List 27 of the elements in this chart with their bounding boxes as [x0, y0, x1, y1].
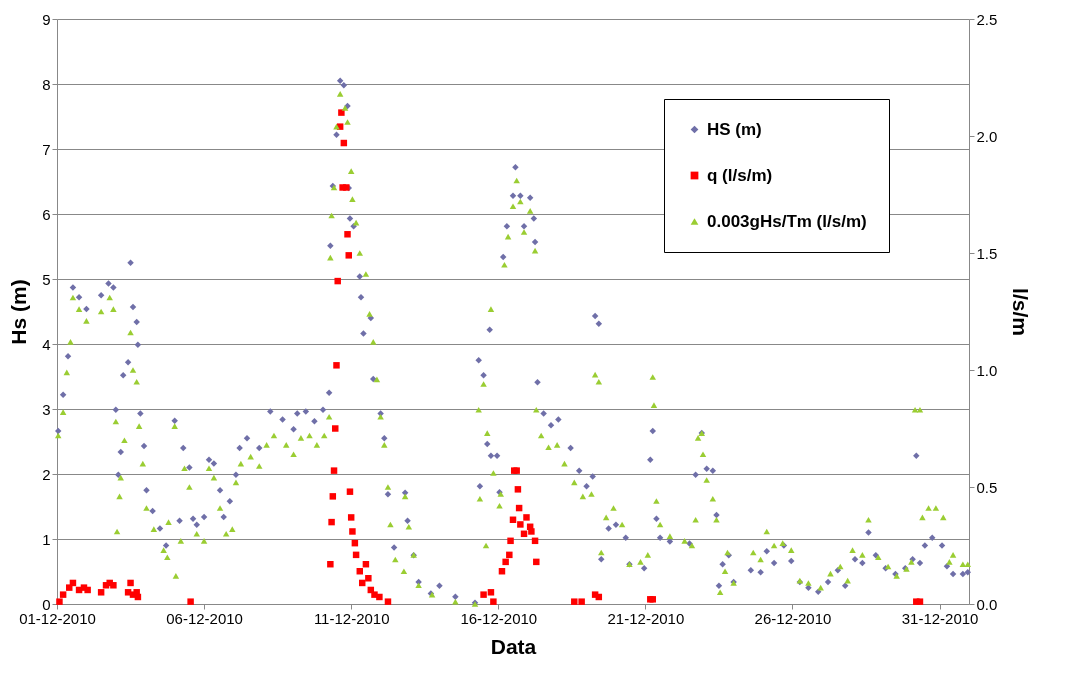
legend-label: 0.003gHs/Tm (l/s/m): [707, 211, 867, 231]
y2-tick-label: 2.5: [976, 10, 998, 28]
x-tick-label: 31-12-2010: [901, 609, 979, 627]
x-axis-title: Data: [490, 634, 537, 658]
y-tick-label: 5: [42, 270, 51, 288]
y-tick-label: 9: [42, 10, 51, 28]
x-tick-label: 06-12-2010: [166, 609, 243, 627]
x-tick-label: 26-12-2010: [754, 609, 832, 627]
y2-tick-label: 1.5: [976, 244, 998, 262]
y-tick-label: 2: [42, 465, 51, 483]
y-tick-label: 8: [42, 75, 51, 93]
x-tick-label: 21-12-2010: [607, 609, 685, 627]
y2-tick-label: 2.0: [976, 127, 998, 145]
y-tick-label: 4: [42, 335, 51, 353]
y-tick-label: 3: [42, 400, 51, 418]
y-tick-label: 7: [42, 140, 51, 158]
y-tick-label: 1: [42, 530, 51, 548]
legend-label: HS (m): [707, 119, 762, 139]
y-axis-title: Hs (m): [7, 279, 31, 345]
y2-tick-label: 1.0: [976, 361, 998, 379]
legend-label: q (l/s/m): [707, 165, 773, 185]
y2-tick-label: 0.0: [976, 595, 998, 613]
y2-axis-title: l/s/m: [1009, 288, 1033, 336]
y2-tick-label: 0.5: [976, 478, 998, 496]
x-tick-label: 16-12-2010: [460, 609, 538, 627]
x-tick-label: 11-12-2010: [313, 609, 390, 627]
y-tick-label: 6: [42, 205, 51, 223]
